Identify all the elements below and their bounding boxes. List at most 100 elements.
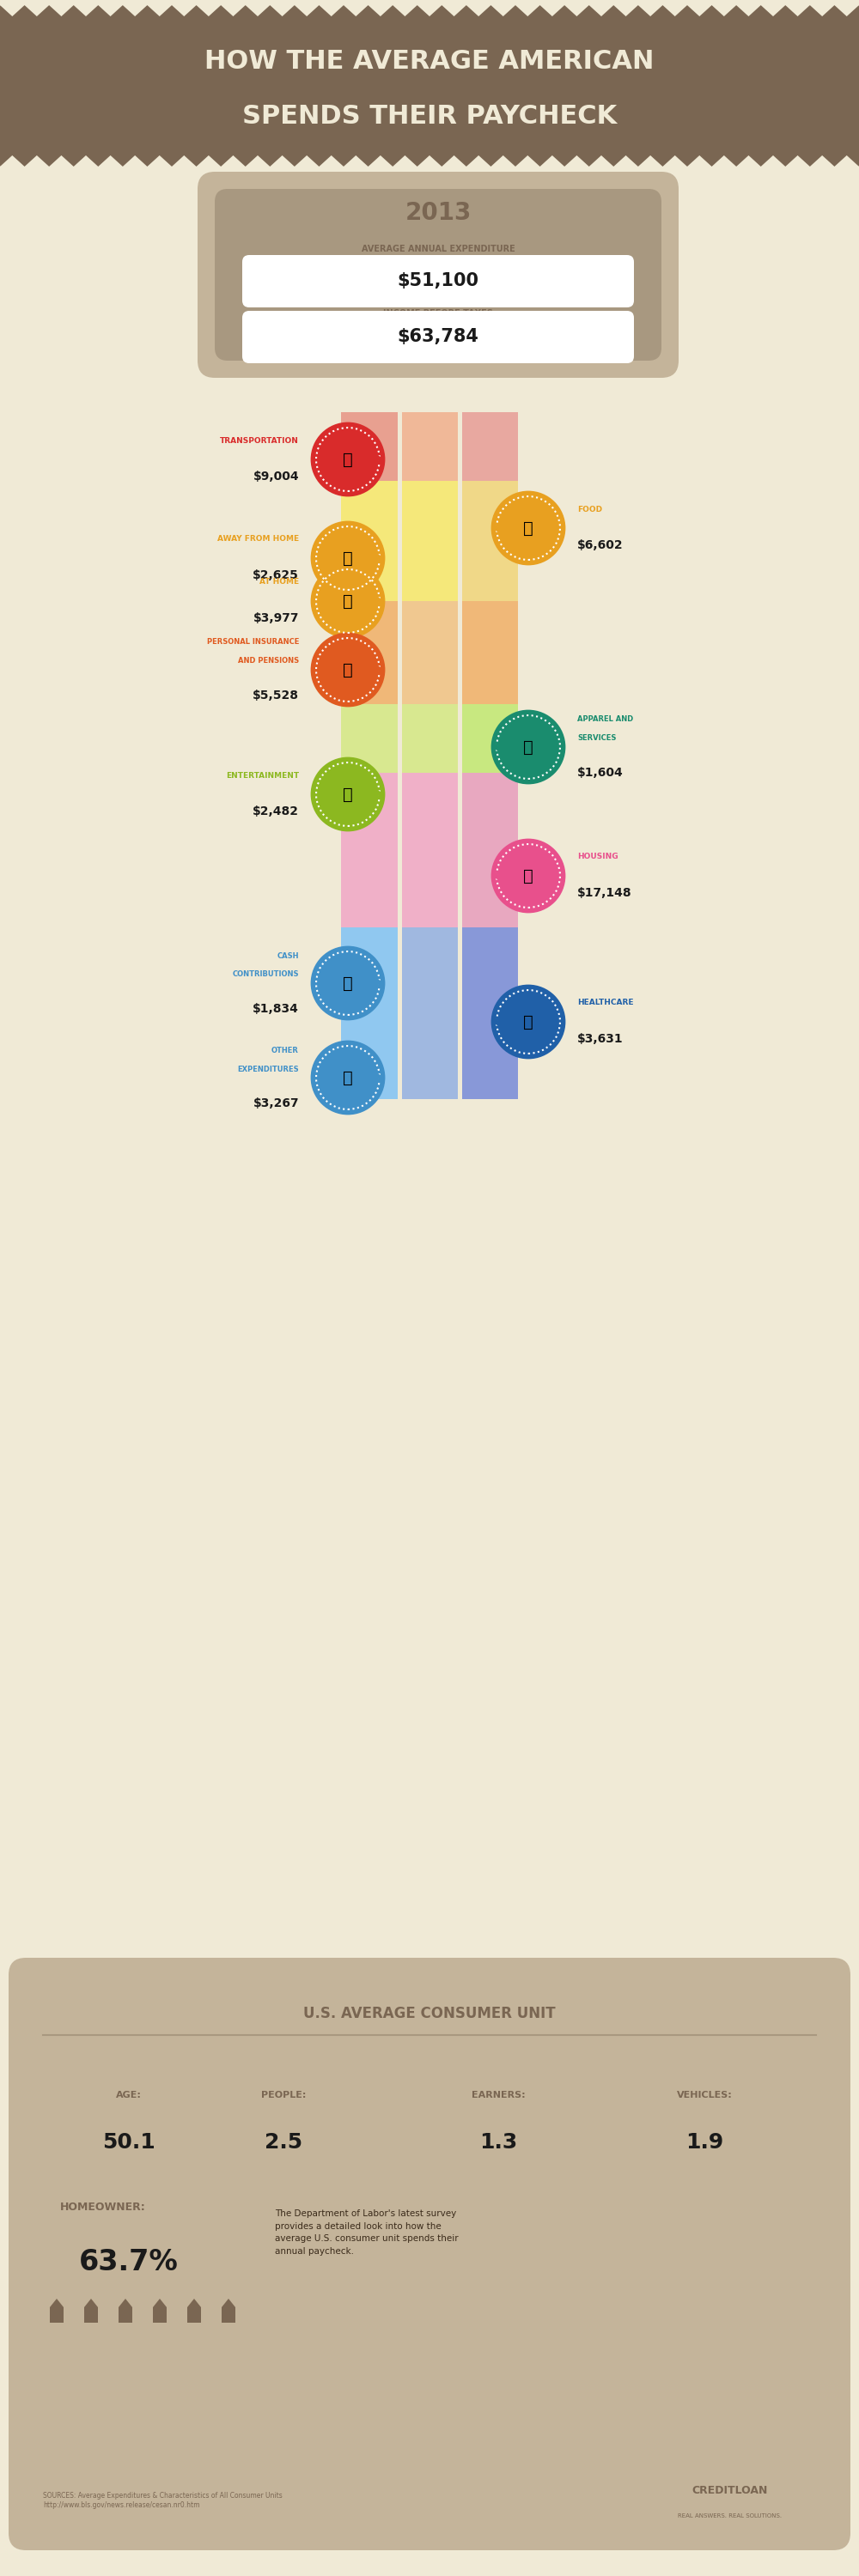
Text: $51,100: $51,100	[397, 273, 479, 289]
Bar	[341, 482, 397, 600]
Text: 📺: 📺	[343, 786, 353, 804]
Text: CONTRIBUTIONS: CONTRIBUTIONS	[232, 971, 299, 979]
Text: REAL ANSWERS. REAL SOLUTIONS.: REAL ANSWERS. REAL SOLUTIONS.	[678, 2514, 783, 2519]
Text: CASH: CASH	[277, 953, 299, 961]
Text: AT HOME: AT HOME	[259, 580, 299, 587]
Polygon shape	[0, 5, 859, 165]
Text: SERVICES: SERVICES	[577, 734, 616, 742]
FancyBboxPatch shape	[242, 312, 634, 363]
Circle shape	[492, 840, 564, 912]
Bar	[462, 927, 517, 1100]
Text: $2,482: $2,482	[253, 806, 299, 817]
Text: SOURCES: Average Expenditures & Characteristics of All Consumer Units
http://www: SOURCES: Average Expenditures & Characte…	[43, 2491, 283, 2509]
Text: 💵: 💵	[343, 1069, 353, 1087]
Bar	[462, 412, 517, 482]
Text: PERSONAL INSURANCE: PERSONAL INSURANCE	[207, 639, 299, 647]
Text: OTHER: OTHER	[271, 1046, 299, 1054]
Polygon shape	[153, 2298, 167, 2324]
Bar	[341, 412, 397, 482]
Text: 🍴: 🍴	[523, 520, 533, 536]
Text: TRANSPORTATION: TRANSPORTATION	[220, 438, 299, 446]
Text: 2013: 2013	[405, 201, 472, 224]
Polygon shape	[84, 2298, 98, 2324]
Text: 1.9: 1.9	[685, 2133, 723, 2154]
Text: 👔: 👔	[523, 739, 533, 755]
Text: HOUSING: HOUSING	[577, 853, 618, 860]
Text: $1,834: $1,834	[253, 1002, 299, 1015]
Text: HEALTHCARE: HEALTHCARE	[577, 999, 634, 1007]
Text: 💰: 💰	[343, 976, 353, 992]
Text: 2.5: 2.5	[265, 2133, 302, 2154]
FancyBboxPatch shape	[9, 1958, 850, 2550]
Text: EARNERS:: EARNERS:	[472, 2092, 525, 2099]
Circle shape	[312, 564, 384, 636]
Circle shape	[312, 948, 384, 1020]
Circle shape	[312, 757, 384, 829]
Circle shape	[492, 711, 564, 783]
Bar	[462, 773, 517, 927]
Text: $3,977: $3,977	[253, 613, 299, 623]
Text: $3,631: $3,631	[577, 1033, 624, 1046]
Bar	[341, 600, 397, 703]
Text: PEOPLE:: PEOPLE:	[261, 2092, 306, 2099]
Text: VEHICLES:: VEHICLES:	[677, 2092, 732, 2099]
Text: $5,528: $5,528	[253, 690, 299, 701]
Text: SPENDS THEIR PAYCHECK: SPENDS THEIR PAYCHECK	[242, 103, 617, 129]
Text: 50.1: 50.1	[102, 2133, 155, 2154]
Circle shape	[312, 634, 384, 706]
Text: ENTERTAINMENT: ENTERTAINMENT	[226, 773, 299, 778]
Bar	[402, 703, 457, 773]
Text: $9,004: $9,004	[253, 471, 299, 482]
Text: $63,784: $63,784	[398, 327, 478, 345]
Text: 🏠: 🏠	[523, 868, 533, 884]
Text: AND PENSIONS: AND PENSIONS	[238, 657, 299, 665]
Text: $2,625: $2,625	[253, 569, 299, 582]
Bar	[341, 773, 397, 927]
Text: $1,604: $1,604	[577, 768, 624, 778]
Text: HOW THE AVERAGE AMERICAN: HOW THE AVERAGE AMERICAN	[204, 49, 655, 75]
Text: AGE:: AGE:	[116, 2092, 142, 2099]
Circle shape	[312, 523, 384, 595]
Text: 63.7%: 63.7%	[79, 2249, 179, 2277]
Bar	[402, 482, 457, 600]
Circle shape	[312, 422, 384, 495]
FancyBboxPatch shape	[198, 173, 679, 379]
Circle shape	[312, 1041, 384, 1113]
Text: 🚌: 🚌	[343, 451, 353, 469]
Bar	[462, 600, 517, 703]
Text: 🏥: 🏥	[523, 1012, 533, 1030]
FancyBboxPatch shape	[242, 255, 634, 307]
Text: APPAREL AND: APPAREL AND	[577, 716, 633, 724]
Text: CREDITLOAN: CREDITLOAN	[692, 2483, 768, 2496]
Text: HOMEOWNER:: HOMEOWNER:	[60, 2200, 146, 2213]
Circle shape	[492, 987, 564, 1059]
Text: AVERAGE ANNUAL EXPENDITURE: AVERAGE ANNUAL EXPENDITURE	[362, 245, 515, 252]
Text: U.S. AVERAGE CONSUMER UNIT: U.S. AVERAGE CONSUMER UNIT	[303, 2007, 556, 2022]
Text: 1.3: 1.3	[479, 2133, 517, 2154]
Bar	[462, 703, 517, 773]
Text: $17,148: $17,148	[577, 886, 632, 899]
Text: $6,602: $6,602	[577, 538, 624, 551]
Bar	[402, 412, 457, 482]
Text: EXPENDITURES: EXPENDITURES	[237, 1066, 299, 1072]
Text: AWAY FROM HOME: AWAY FROM HOME	[217, 536, 299, 544]
Bar	[402, 927, 457, 1100]
Bar	[402, 773, 457, 927]
Text: The Department of Labor's latest survey
provides a detailed look into how the
av: The Department of Labor's latest survey …	[275, 2210, 459, 2257]
Text: 🛡: 🛡	[343, 662, 353, 677]
FancyBboxPatch shape	[215, 188, 661, 361]
Text: FOOD: FOOD	[577, 505, 602, 513]
Text: $3,267: $3,267	[253, 1097, 299, 1110]
Polygon shape	[119, 2298, 132, 2324]
Polygon shape	[187, 2298, 201, 2324]
Bar	[341, 703, 397, 773]
Polygon shape	[50, 2298, 64, 2324]
Circle shape	[492, 492, 564, 564]
Bar	[402, 600, 457, 703]
Bar	[341, 927, 397, 1100]
Polygon shape	[222, 2298, 235, 2324]
Bar	[462, 482, 517, 600]
Text: 🥘: 🥘	[343, 592, 353, 611]
Text: INCOME BEFORE TAXES: INCOME BEFORE TAXES	[383, 309, 493, 317]
Text: 🍔: 🍔	[343, 551, 353, 567]
